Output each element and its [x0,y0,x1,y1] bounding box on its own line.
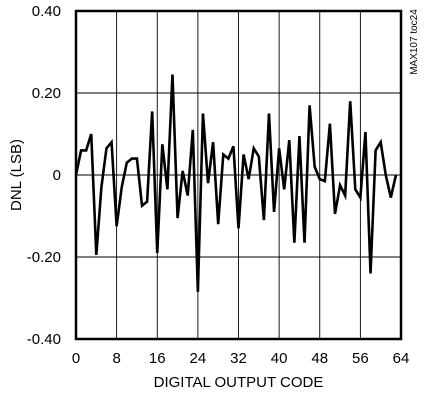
x-tick-label: 40 [271,350,288,367]
x-tick-label: 48 [311,350,328,367]
plot-frame [74,9,403,341]
y-tick-label: -0.40 [27,331,61,348]
y-tick-labels: 0.40 0.20 0 -0.20 -0.40 [27,3,61,348]
dnl-series-line [74,74,398,292]
y-tick-label: 0.20 [32,85,61,102]
y-tick-label: -0.20 [27,249,61,266]
grid-lines [76,11,401,339]
x-tick-label: 32 [230,350,247,367]
x-tick-label: 56 [352,350,369,367]
x-tick-label: 8 [112,350,120,367]
x-tick-label: 16 [149,350,166,367]
x-tick-label: 24 [190,350,207,367]
x-axis-title: DIGITAL OUTPUT CODE [154,374,324,391]
y-tick-label: 0 [53,167,61,184]
x-tick-label: 0 [72,350,80,367]
y-tick-label: 0.40 [32,3,61,20]
x-tick-labels: 0 8 16 24 32 40 48 56 64 [72,350,410,367]
part-number-label: MAX107 toc24 [409,9,420,75]
x-tick-label: 64 [393,350,410,367]
y-axis-title: DNL (LSB) [8,139,25,211]
